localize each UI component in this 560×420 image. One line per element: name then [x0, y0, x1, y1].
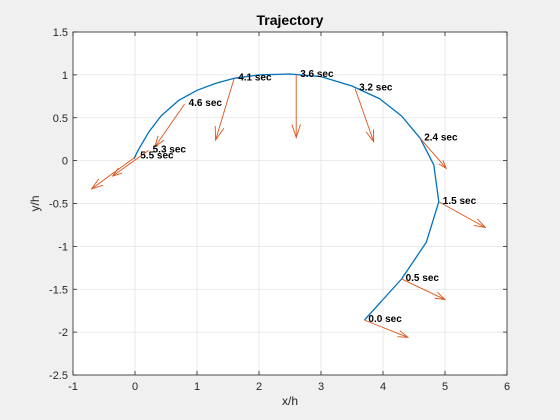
arrow-head — [214, 125, 225, 142]
velocity-arrow — [90, 155, 137, 190]
velocity-arrow — [438, 201, 487, 229]
y-tick-label: -1.5 — [49, 284, 68, 296]
time-label: 5.3 sec — [153, 144, 187, 155]
arrow-head — [291, 124, 301, 139]
velocity-arrow — [364, 319, 410, 338]
x-tick-label: -1 — [68, 381, 78, 393]
x-tick-label: 6 — [504, 381, 510, 393]
y-tick-label: -1 — [58, 241, 68, 253]
x-tick-label: 4 — [380, 381, 386, 393]
x-tick-label: 3 — [318, 381, 324, 393]
arrow-shaft — [419, 138, 447, 169]
time-label: 3.6 sec — [300, 69, 334, 80]
arrow-head — [438, 160, 448, 170]
arrow-shaft — [154, 103, 185, 148]
time-label: 4.1 sec — [238, 72, 272, 83]
arrow-head — [365, 129, 375, 144]
velocity-arrow — [354, 88, 375, 144]
y-tick-label: -2 — [58, 327, 68, 339]
trajectory-line — [133, 73, 440, 321]
x-tick-label: 0 — [132, 381, 138, 393]
velocity-arrow — [153, 103, 185, 149]
x-tick-label: 1 — [194, 381, 200, 393]
velocity-arrow — [291, 74, 301, 139]
arrow-shaft — [112, 149, 149, 177]
y-tick-label: 1.5 — [53, 27, 68, 39]
arrow-shaft — [401, 278, 446, 300]
arrow-head — [473, 218, 487, 229]
ticks: -1 0 1 2 3 4 5 6 -2.5 -2 -1.5 -1 -0.5 0 0.5 1 1.5 — [49, 27, 510, 393]
arrow-shaft — [215, 78, 235, 141]
arrow-head — [90, 178, 104, 190]
arrow-shaft — [354, 88, 375, 142]
arrow-head — [153, 135, 165, 149]
time-label: 1.5 sec — [443, 196, 477, 207]
time-label: 5.5 sec — [140, 150, 174, 161]
velocity-arrow — [401, 278, 447, 301]
arrow-head — [434, 291, 447, 301]
time-label: 0.5 sec — [406, 273, 440, 284]
arrow-head — [397, 330, 410, 338]
x-axis-label: x/h — [282, 394, 298, 408]
time-label: 4.6 sec — [189, 98, 223, 109]
time-label: 0.0 sec — [368, 314, 402, 325]
time-label: 3.2 sec — [359, 83, 393, 94]
y-tick-label: -2.5 — [49, 370, 68, 382]
y-tick-label: 1 — [62, 70, 68, 82]
chart-title: Trajectory — [257, 12, 324, 28]
time-label: 2.4 sec — [424, 132, 458, 143]
x-tick-label: 5 — [442, 381, 448, 393]
arrow-shaft — [438, 201, 486, 228]
y-tick-label: 0 — [62, 156, 68, 168]
x-tick-label: 2 — [256, 381, 262, 393]
y-tick-label: -0.5 — [49, 199, 68, 211]
velocity-arrow — [419, 138, 448, 170]
annotation-layer: 0.0 sec 0.5 sec 1.5 sec 2.4 sec 3.2 sec 3.6 s… — [140, 69, 476, 325]
arrow-shaft — [364, 319, 408, 338]
y-tick-label: 0.5 — [53, 113, 68, 125]
vector-layer — [90, 74, 487, 338]
velocity-arrow — [214, 78, 235, 142]
series-layer — [133, 73, 440, 321]
y-axis-label: y/h — [28, 195, 42, 211]
arrow-shaft — [91, 155, 137, 190]
